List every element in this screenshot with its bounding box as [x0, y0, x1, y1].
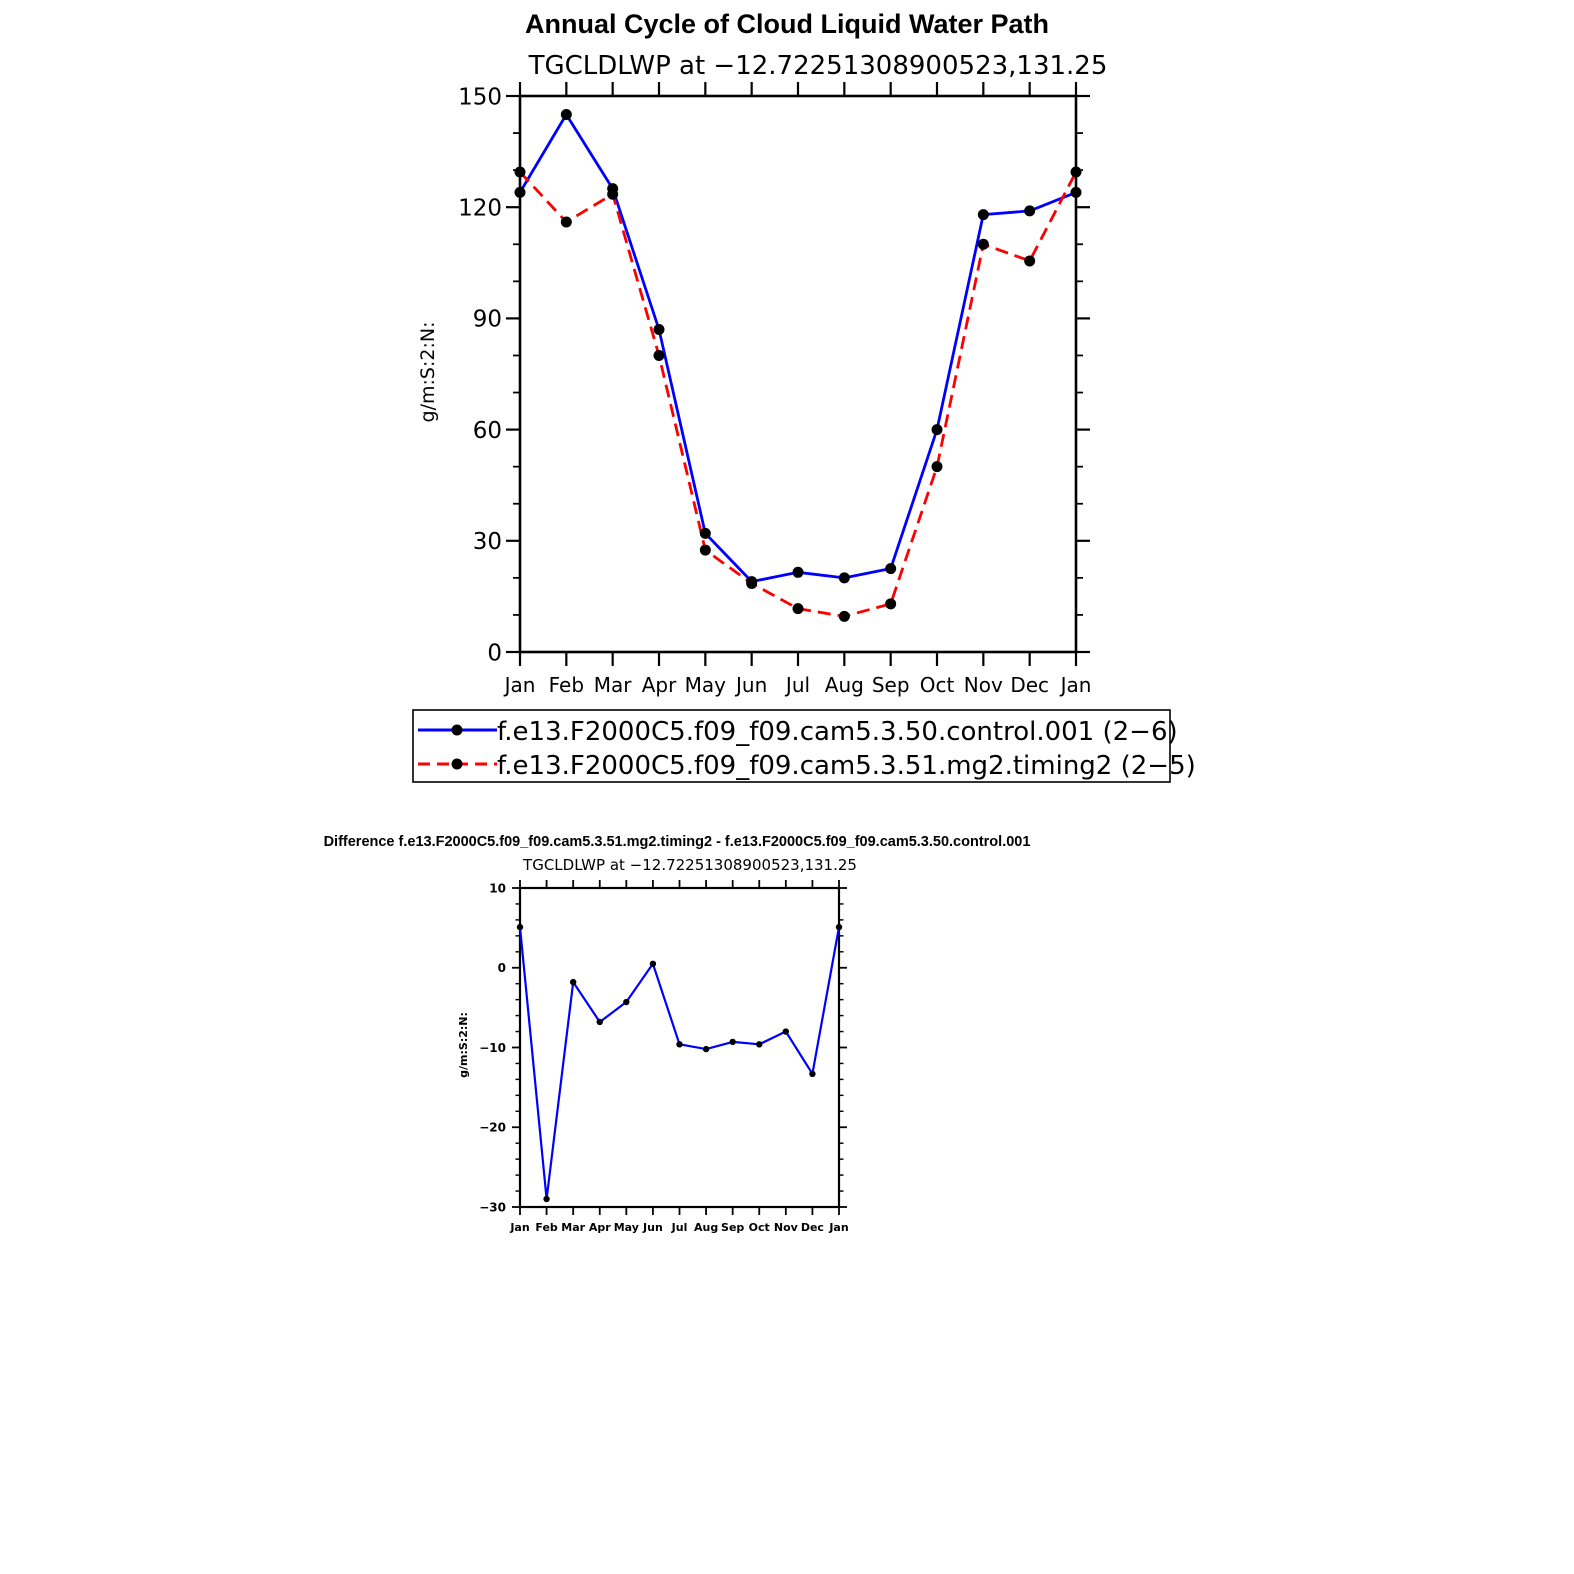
- legend-marker-control: [451, 724, 463, 736]
- chart1-x-tick-label: Jun: [734, 673, 767, 697]
- chart1-series-0-point: [699, 527, 711, 539]
- chart1-x-tick-label: Aug: [825, 673, 864, 697]
- chart1-x-tick-label: Jan: [503, 673, 536, 697]
- chart1-y-tick-label: 30: [473, 529, 502, 555]
- chart1-series-0-point: [560, 109, 572, 121]
- chart2-x-tick-label: Aug: [694, 1221, 718, 1234]
- chart2-x-tick-label: Oct: [749, 1221, 770, 1234]
- chart2-series-0-point: [702, 1045, 710, 1053]
- chart1-series-0-point: [838, 572, 850, 584]
- chart1-series-1-point: [1070, 166, 1082, 178]
- chart2-x-tick-label: Apr: [589, 1221, 611, 1234]
- chart2-series-0-point: [729, 1038, 736, 1046]
- chart2-x-tick-label: Nov: [774, 1221, 799, 1234]
- chart1-series-0-point: [653, 324, 665, 336]
- chart1-series-1-point: [792, 603, 804, 615]
- chart2-y-axis-label: g/m:S:2:N:: [457, 1012, 470, 1078]
- annual-cycle-chart: TGCLDLWP at −12.72251308900523,131.25 g/…: [417, 51, 1107, 697]
- chart1-x-tick-label: Apr: [642, 673, 677, 697]
- chart2-series-0-point: [623, 998, 630, 1006]
- chart1-x-tick-label: Sep: [872, 673, 910, 697]
- chart2-x-tick-label: Jan: [828, 1221, 848, 1234]
- chart2-series-0-point: [676, 1041, 683, 1048]
- chart2-series-0-point: [782, 1028, 790, 1035]
- chart2-series-0-point: [596, 1018, 603, 1026]
- chart2-series-0-point: [543, 1195, 550, 1203]
- chart1-x-tick-label: Oct: [920, 673, 955, 697]
- chart2-y-tick-label: −10: [479, 1041, 506, 1055]
- chart1-series-0-point: [1070, 186, 1082, 198]
- chart1-legend: f.e13.F2000C5.f09_f09.cam5.3.50.control.…: [412, 709, 1196, 783]
- chart1-series-0-point: [885, 563, 897, 575]
- chart1-x-tick-label: Dec: [1010, 673, 1049, 697]
- chart1-x-tick-label: Feb: [549, 673, 584, 697]
- chart2-x-tick-label: May: [614, 1221, 639, 1234]
- chart2-series-0-line: [518, 926, 841, 1201]
- difference-chart: Difference f.e13.F2000C5.f09_f09.cam5.3.…: [324, 834, 1031, 1234]
- chart2-series-0-point: [569, 978, 577, 986]
- chart1-series-0-point: [792, 566, 804, 578]
- chart1-y-tick-label: 60: [473, 418, 502, 444]
- chart1-series: [514, 109, 1082, 622]
- chart2-x-tick-label: Mar: [561, 1221, 585, 1234]
- chart2-y-tick-label: −30: [479, 1200, 506, 1214]
- chart1-series-1-point: [514, 166, 526, 178]
- chart1-series-0-point: [1024, 205, 1036, 217]
- chart1-x-tick-label: May: [685, 673, 727, 697]
- legend-label-timing2: f.e13.F2000C5.f09_f09.cam5.3.51.mg2.timi…: [497, 751, 1196, 781]
- chart1-y-tick-label: 0: [487, 640, 502, 666]
- chart2-axes: Jan Feb Mar Apr May Jun Jul Aug Sep Oct Nov Dec Jan−…: [479, 880, 849, 1234]
- chart1-y-tick-label: 120: [458, 195, 502, 221]
- chart1-series-1-point: [1024, 255, 1036, 267]
- chart1-series-1-point: [560, 216, 572, 228]
- chart2-series: [516, 923, 843, 1203]
- chart1-series-1-point: [977, 238, 989, 250]
- chart2-subtitle: TGCLDLWP at −12.72251308900523,131.25: [522, 856, 857, 874]
- chart2-x-tick-label: Feb: [535, 1221, 558, 1234]
- chart1-y-tick-label: 150: [458, 84, 502, 110]
- chart2-y-tick-label: −20: [479, 1121, 506, 1135]
- chart2-x-tick-label: Sep: [721, 1221, 744, 1234]
- chart2-series-0-point: [649, 960, 657, 967]
- chart1-subtitle: TGCLDLWP at −12.72251308900523,131.25: [528, 51, 1108, 81]
- chart1-x-tick-label: Nov: [964, 673, 1003, 697]
- chart1-y-axis-label: g/m:S:2:N:: [417, 322, 439, 423]
- chart2-series-0-point: [809, 1070, 816, 1078]
- chart1-x-tick-label: Jul: [784, 673, 810, 697]
- chart1-series-1-point: [838, 610, 850, 622]
- chart2-x-tick-label: Jun: [642, 1221, 663, 1234]
- chart1-series-0-line: [518, 113, 1077, 583]
- chart1-series-0-point: [977, 209, 989, 221]
- chart1-series-1-point: [607, 188, 619, 200]
- chart1-x-tick-label: Mar: [594, 673, 633, 697]
- chart1-y-tick-label: 90: [473, 307, 502, 333]
- chart2-x-tick-label: Jul: [671, 1221, 688, 1234]
- chart1-series-1-point: [699, 544, 711, 556]
- legend-label-control: f.e13.F2000C5.f09_f09.cam5.3.50.control.…: [497, 717, 1178, 747]
- legend-marker-timing2: [451, 758, 463, 770]
- chart1-series-1-point: [885, 598, 897, 610]
- chart2-y-tick-label: 0: [498, 961, 506, 975]
- chart2-series-0-point: [835, 923, 843, 931]
- legend-box: [412, 709, 1171, 783]
- chart2-title: Difference f.e13.F2000C5.f09_f09.cam5.3.…: [324, 834, 1031, 850]
- chart2-x-tick-label: Dec: [801, 1221, 824, 1234]
- chart1-series-1-point: [653, 349, 665, 361]
- page-title: Annual Cycle of Cloud Liquid Water Path: [525, 9, 1049, 39]
- chart2-y-tick-label: 10: [489, 881, 506, 895]
- chart2-series-0-point: [756, 1041, 763, 1048]
- chart1-x-tick-label: Jan: [1059, 673, 1092, 697]
- chart1-series-0-point: [931, 424, 943, 436]
- chart1-series-1-point: [931, 461, 943, 473]
- chart1-series-1-line: [518, 171, 1078, 618]
- chart2-series-0-point: [516, 923, 524, 931]
- chart1-series-1-point: [746, 577, 758, 589]
- chart2-x-tick-label: Jan: [509, 1221, 529, 1234]
- chart1-axes: Jan Feb Mar Apr May Jun Jul Aug Sep Oct Nov Dec Jan0…: [458, 82, 1091, 697]
- chart1-series-0-point: [514, 186, 526, 198]
